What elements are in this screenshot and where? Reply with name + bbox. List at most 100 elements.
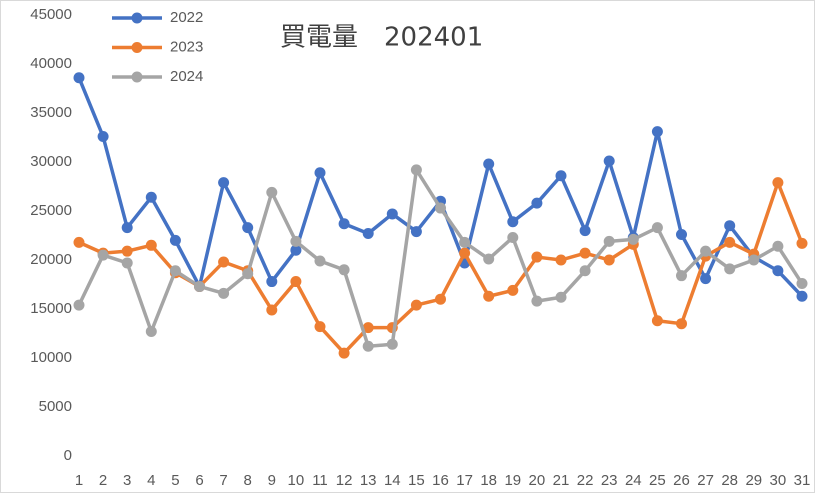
- y-tick-label: 25000: [30, 202, 72, 219]
- data-point: [651, 315, 663, 327]
- x-tick-label: 3: [123, 472, 131, 489]
- x-tick-label: 4: [147, 472, 155, 489]
- x-tick-label: 20: [529, 472, 546, 489]
- x-tick-label: 12: [336, 472, 353, 489]
- y-tick-label: 45000: [30, 6, 72, 23]
- data-point: [73, 72, 85, 84]
- data-point: [169, 265, 181, 277]
- data-point: [121, 222, 133, 234]
- data-point: [97, 249, 109, 261]
- x-tick-label: 25: [649, 472, 666, 489]
- data-point: [555, 170, 567, 182]
- data-point: [483, 253, 495, 265]
- x-tick-label: 28: [721, 472, 738, 489]
- data-point: [772, 177, 784, 189]
- x-tick-label: 31: [794, 472, 811, 489]
- y-tick-label: 0: [64, 447, 72, 464]
- data-point: [459, 247, 471, 259]
- data-point: [507, 284, 519, 296]
- data-point: [724, 236, 736, 248]
- x-tick-label: 21: [553, 472, 570, 489]
- data-point: [73, 299, 85, 311]
- data-point: [121, 245, 133, 257]
- data-point: [218, 177, 230, 189]
- legend-marker: [131, 12, 143, 24]
- data-point: [266, 186, 278, 198]
- data-point: [796, 290, 808, 302]
- x-tick-label: 17: [456, 472, 473, 489]
- data-point: [338, 264, 350, 276]
- data-point: [579, 265, 591, 277]
- data-point: [603, 155, 615, 167]
- legend-marker: [131, 42, 143, 53]
- data-point: [603, 254, 615, 266]
- data-point: [338, 218, 350, 230]
- x-tick-label: 2: [99, 472, 107, 489]
- data-point: [483, 290, 495, 302]
- x-tick-label: 13: [360, 472, 377, 489]
- data-point: [386, 338, 398, 350]
- data-point: [386, 208, 398, 220]
- data-point: [724, 220, 736, 232]
- data-point: [145, 239, 157, 251]
- y-tick-label: 20000: [30, 251, 72, 268]
- data-point: [218, 287, 230, 299]
- x-tick-label: 11: [312, 472, 328, 489]
- y-tick-label: 5000: [39, 398, 72, 415]
- data-point: [676, 270, 687, 282]
- data-point: [459, 236, 471, 248]
- x-tick-label: 9: [268, 472, 276, 489]
- data-point: [555, 254, 567, 266]
- legend-marker: [131, 71, 143, 83]
- x-tick-label: 26: [673, 472, 690, 489]
- data-point: [700, 245, 712, 257]
- x-tick-label: 22: [577, 472, 594, 489]
- data-point: [145, 191, 157, 203]
- y-tick-label: 30000: [30, 153, 72, 170]
- x-tick-label: 27: [697, 472, 714, 489]
- data-point: [676, 318, 687, 330]
- data-point: [266, 276, 278, 288]
- x-tick-label: 24: [625, 472, 642, 489]
- data-point: [73, 236, 85, 248]
- data-point: [121, 257, 133, 269]
- x-tick-label: 5: [171, 472, 179, 489]
- data-point: [796, 237, 808, 249]
- data-point: [579, 247, 591, 259]
- y-tick-label: 15000: [30, 300, 72, 317]
- data-point: [97, 131, 109, 143]
- data-point: [483, 158, 495, 170]
- data-point: [748, 254, 760, 266]
- x-tick-label: 1: [75, 472, 83, 489]
- data-point: [772, 240, 784, 252]
- y-tick-label: 40000: [30, 55, 72, 72]
- data-point: [555, 291, 567, 303]
- data-point: [772, 265, 784, 277]
- data-point: [531, 251, 543, 263]
- data-point: [242, 222, 254, 234]
- data-point: [531, 295, 543, 307]
- data-point: [796, 278, 808, 290]
- data-point: [362, 228, 374, 240]
- data-point: [169, 234, 181, 246]
- data-point: [651, 222, 663, 234]
- data-point: [435, 293, 446, 305]
- data-point: [724, 263, 736, 275]
- legend-label: 2024: [170, 68, 203, 85]
- data-point: [362, 322, 374, 334]
- data-point: [145, 326, 157, 338]
- data-point: [676, 229, 687, 241]
- data-point: [579, 225, 591, 237]
- data-point: [410, 299, 422, 311]
- data-point: [290, 276, 302, 288]
- data-point: [314, 255, 326, 267]
- data-point: [314, 167, 326, 179]
- data-point: [507, 231, 519, 243]
- x-tick-label: 29: [745, 472, 762, 489]
- legend-label: 2023: [170, 38, 203, 55]
- data-point: [314, 321, 326, 333]
- data-point: [290, 244, 302, 256]
- data-point: [266, 304, 278, 316]
- y-tick-label: 35000: [30, 104, 72, 121]
